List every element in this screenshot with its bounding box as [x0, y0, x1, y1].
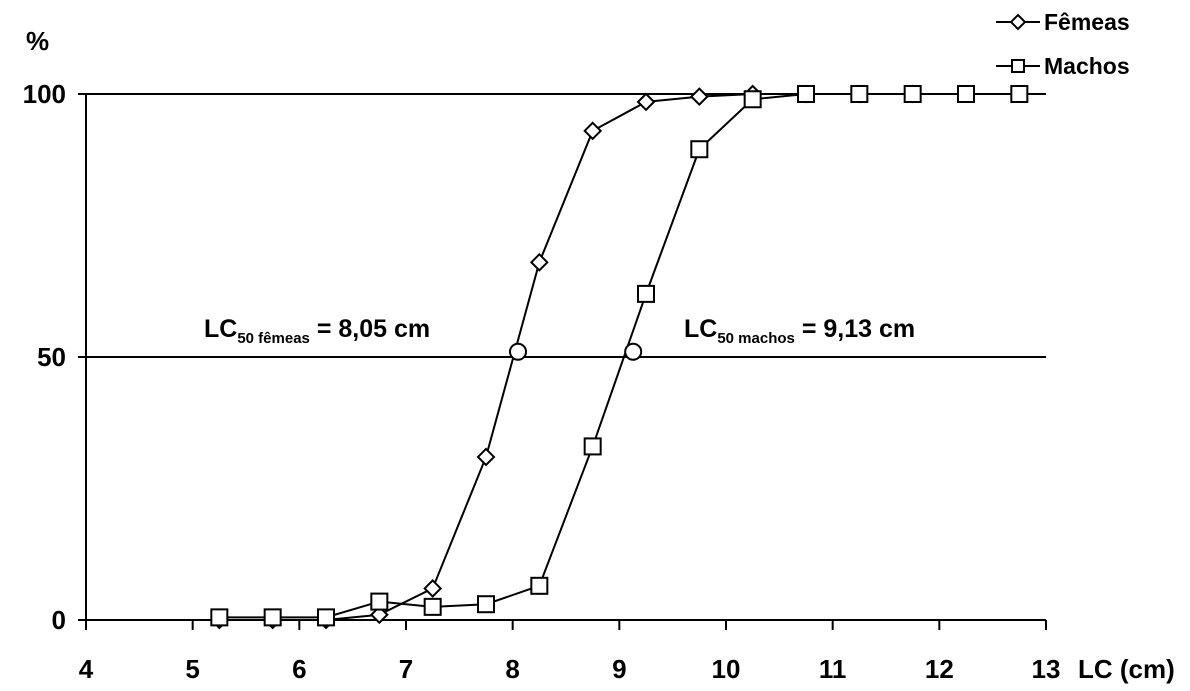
legend-machos-label: Machos [1044, 53, 1130, 79]
series-1-point-11 [797, 85, 815, 103]
annotations: LC50 fêmeas = 8,05 cm LC50 machos = 9,13… [204, 315, 915, 361]
series-0-point-5 [476, 447, 496, 467]
series-1-point-0 [210, 608, 229, 627]
legend-femeas-label: Fêmeas [1044, 9, 1130, 35]
series-1-point-4 [423, 597, 442, 616]
series-1-point-6 [530, 576, 549, 595]
y-ticks: 0 50 100 [23, 79, 86, 635]
x-ticks: 4 5 6 7 8 9 10 11 12 13 [79, 620, 1061, 684]
lc50-marker-0 [509, 342, 527, 361]
series-1-point-3 [370, 592, 389, 611]
y-axis-label: % [26, 26, 49, 56]
series-1-point-14 [957, 85, 975, 103]
series-1-point-1 [263, 608, 282, 627]
x-tick-label-12: 12 [925, 654, 954, 684]
series-1-point-8 [637, 284, 655, 303]
series-1-point-15 [1010, 85, 1029, 103]
lc50-machos-label: LC50 machos = 9,13 cm [684, 315, 915, 347]
legend: Fêmeas Machos [996, 9, 1130, 79]
y-tick-label-100: 100 [23, 79, 66, 109]
y-tick-label-0: 0 [52, 605, 66, 635]
x-tick-label-7: 7 [399, 654, 413, 684]
y-tick-label-50: 50 [37, 342, 66, 372]
x-tick-label-10: 10 [712, 654, 741, 684]
series-layer [209, 84, 1029, 630]
legend-femeas-diamond-marker [1009, 13, 1027, 31]
series-1 [210, 85, 1029, 627]
series-0-point-3 [369, 605, 389, 625]
series-0-point-6 [529, 252, 549, 272]
series-0-point-4 [423, 579, 443, 598]
x-tick-label-5: 5 [185, 654, 199, 684]
series-1-point-13 [903, 85, 922, 103]
series-1-point-5 [477, 595, 495, 614]
series-1-point-7 [583, 437, 602, 456]
x-tick-label-11: 11 [819, 654, 847, 684]
series-0-point-8 [636, 92, 656, 112]
series-1-line [219, 93, 1020, 619]
x-tick-label-13: 13 [1032, 654, 1061, 684]
series-1-point-2 [317, 608, 335, 627]
x-tick-label-8: 8 [505, 654, 519, 684]
x-tick-label-9: 9 [612, 654, 626, 684]
legend-machos-square-marker [1011, 59, 1025, 73]
lc50-marker-1 [624, 342, 643, 361]
x-axis-label: LC (cm) [1078, 654, 1175, 684]
series-1-point-12 [850, 85, 869, 103]
x-tick-label-4: 4 [79, 654, 94, 684]
series-0-point-7 [583, 121, 603, 141]
series-0-point-9 [689, 87, 709, 107]
x-tick-label-6: 6 [292, 654, 306, 684]
series-1-point-9 [690, 140, 709, 159]
series-1-point-10 [743, 90, 762, 109]
lc50-femeas-label: LC50 fêmeas = 8,05 cm [204, 315, 430, 347]
